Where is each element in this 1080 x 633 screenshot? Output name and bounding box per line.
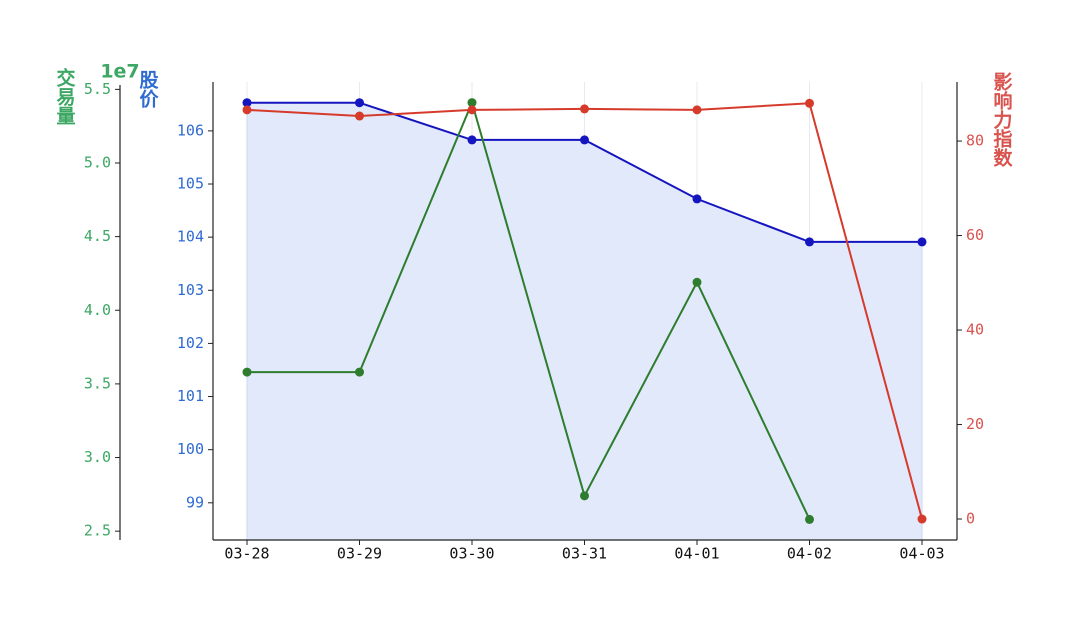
y3-tick-label: 5.0 — [84, 153, 111, 171]
point — [467, 105, 477, 115]
price-area — [246, 102, 923, 541]
y2-axis-title: 影响力指数 — [991, 72, 1013, 168]
x-tick-label: 04-02 — [787, 545, 832, 563]
y-tick-label: 106 — [177, 121, 204, 139]
y2-tick-label: 20 — [966, 415, 984, 433]
y3-tick-label: 4.0 — [84, 301, 111, 319]
series-line — [247, 99, 811, 520]
y-tick-label: 103 — [177, 281, 204, 299]
point — [355, 111, 364, 121]
y2-tick-label: 80 — [966, 132, 984, 150]
point — [242, 367, 252, 377]
point — [692, 105, 702, 115]
point — [580, 104, 589, 114]
y3-tick-label: 2.5 — [84, 522, 111, 540]
point — [467, 98, 477, 108]
point — [805, 98, 814, 108]
point — [242, 105, 252, 115]
point — [242, 98, 252, 108]
y3-axis-title: 交易量 — [54, 67, 76, 125]
y3-scale-label: 1e7 — [100, 61, 139, 83]
point — [805, 237, 814, 247]
point — [355, 367, 364, 377]
y-axis-title: 股价 — [137, 70, 159, 109]
y-tick-label: 99 — [186, 493, 204, 511]
y-tick-label: 101 — [177, 387, 204, 405]
y-tick-label: 100 — [177, 440, 204, 458]
y2-tick-label: 40 — [966, 321, 984, 339]
x-tick-label: 04-01 — [674, 545, 719, 563]
point — [917, 237, 927, 247]
point — [692, 194, 702, 204]
y-tick-label: 104 — [177, 228, 204, 246]
y2-tick-label: 60 — [966, 226, 984, 244]
x-tick-label: 03-31 — [562, 545, 607, 563]
y3-tick-label: 5.5 — [84, 80, 111, 98]
point — [692, 277, 702, 287]
point — [580, 491, 589, 501]
y3-tick-label: 4.5 — [84, 227, 111, 245]
x-tick-label: 03-28 — [224, 545, 269, 563]
y3-tick-label: 3.0 — [84, 448, 111, 466]
point — [467, 135, 477, 145]
point — [355, 98, 364, 108]
y3-tick-label: 3.5 — [84, 374, 111, 392]
point — [580, 135, 589, 145]
x-tick-label: 03-29 — [337, 545, 382, 563]
y2-tick-label: 0 — [966, 510, 975, 528]
point — [805, 514, 814, 524]
x-tick-label: 04-03 — [899, 545, 944, 563]
y-tick-label: 105 — [177, 175, 204, 193]
y-tick-label: 102 — [177, 334, 204, 352]
point — [917, 514, 927, 524]
x-tick-label: 03-30 — [449, 545, 494, 563]
